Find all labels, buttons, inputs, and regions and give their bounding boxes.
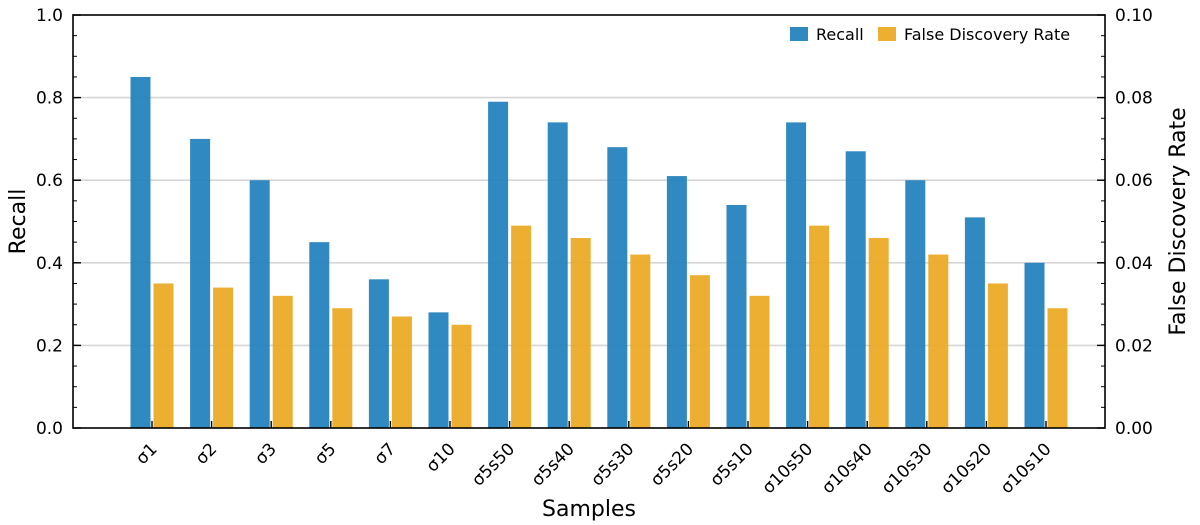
y-left-tick-label: 0.6: [36, 171, 63, 191]
bar-fdr: [391, 316, 412, 428]
bar-fdr: [272, 295, 293, 428]
x-tick-label: σ5s40: [528, 439, 579, 490]
y-left-tick-label: 0.4: [36, 254, 63, 274]
y-left-tick-label: 1.0: [36, 6, 63, 26]
legend-swatch: [790, 27, 808, 41]
bar-recall: [964, 217, 985, 428]
bar-recall: [249, 180, 270, 428]
bar-recall: [607, 147, 628, 428]
legend: Recall False Discovery Rate: [790, 25, 1070, 44]
bar-fdr: [332, 308, 353, 428]
bar-recall: [190, 138, 211, 428]
bar-recall: [428, 312, 449, 428]
bar-fdr: [928, 254, 949, 428]
bars: [130, 76, 1068, 429]
x-axis-title: Samples: [542, 497, 636, 522]
y-left-tick-label: 0.0: [36, 419, 63, 439]
y-axis-right-title: False Discovery Rate: [1166, 107, 1191, 335]
bar-fdr: [987, 283, 1008, 428]
x-tick-label: σ5s20: [647, 439, 698, 490]
x-tick-label: σ5s30: [587, 439, 638, 490]
y-right-tick-label: 0.10: [1115, 6, 1153, 26]
y-axis-left-title: Recall: [6, 189, 31, 255]
bar-fdr: [689, 275, 710, 428]
y-right-tick-label: 0.02: [1115, 336, 1153, 356]
bar-fdr: [511, 225, 532, 428]
bar-fdr: [868, 238, 889, 428]
bar-recall: [845, 151, 866, 429]
x-tick-label: σ10s20: [937, 439, 996, 498]
x-tick-label: σ7: [371, 439, 400, 468]
bar-fdr: [570, 238, 591, 428]
bar-recall: [309, 242, 330, 428]
bar-recall: [130, 76, 151, 428]
y-right-tick-label: 0.06: [1115, 171, 1153, 191]
bar-recall: [666, 176, 687, 428]
y-left-tick-label: 0.8: [36, 89, 63, 109]
x-tick-label: σ2: [192, 439, 221, 468]
bar-recall: [726, 204, 747, 428]
x-tick-label: σ10s50: [759, 439, 818, 498]
x-tick-label: σ10s10: [997, 439, 1056, 498]
bar-fdr: [630, 254, 651, 428]
x-tick-label: σ1: [132, 439, 161, 468]
legend-label: Recall: [816, 25, 864, 44]
x-tick-label: σ5s10: [707, 439, 758, 490]
bar-fdr: [749, 295, 770, 428]
bar-recall: [905, 180, 926, 428]
x-tick-label: σ5s50: [468, 439, 519, 490]
bar-recall: [547, 122, 568, 428]
bar-fdr: [809, 225, 830, 428]
axis-ticks: [73, 14, 1105, 429]
y-left-tick-label: 0.2: [36, 336, 63, 356]
x-tick-label: σ10s40: [818, 439, 877, 498]
bar-recall: [1024, 262, 1045, 428]
bar-recall: [488, 101, 509, 428]
x-tick-label: σ3: [251, 439, 280, 468]
bar-fdr: [153, 283, 174, 428]
y-right-tick-label: 0.00: [1115, 419, 1153, 439]
bar-fdr: [451, 324, 472, 428]
x-tick-label: σ10: [422, 439, 459, 476]
bar-recall: [786, 122, 807, 428]
bar-fdr: [1047, 308, 1068, 428]
legend-label: False Discovery Rate: [904, 25, 1070, 44]
bar-recall: [368, 279, 389, 428]
y-right-tick-label: 0.08: [1115, 89, 1153, 109]
x-tick-label: σ10s30: [878, 439, 937, 498]
legend-swatch: [878, 27, 896, 41]
x-tick-label: σ5: [311, 439, 340, 468]
y-right-tick-label: 0.04: [1115, 254, 1153, 274]
bar-fdr: [213, 287, 234, 428]
